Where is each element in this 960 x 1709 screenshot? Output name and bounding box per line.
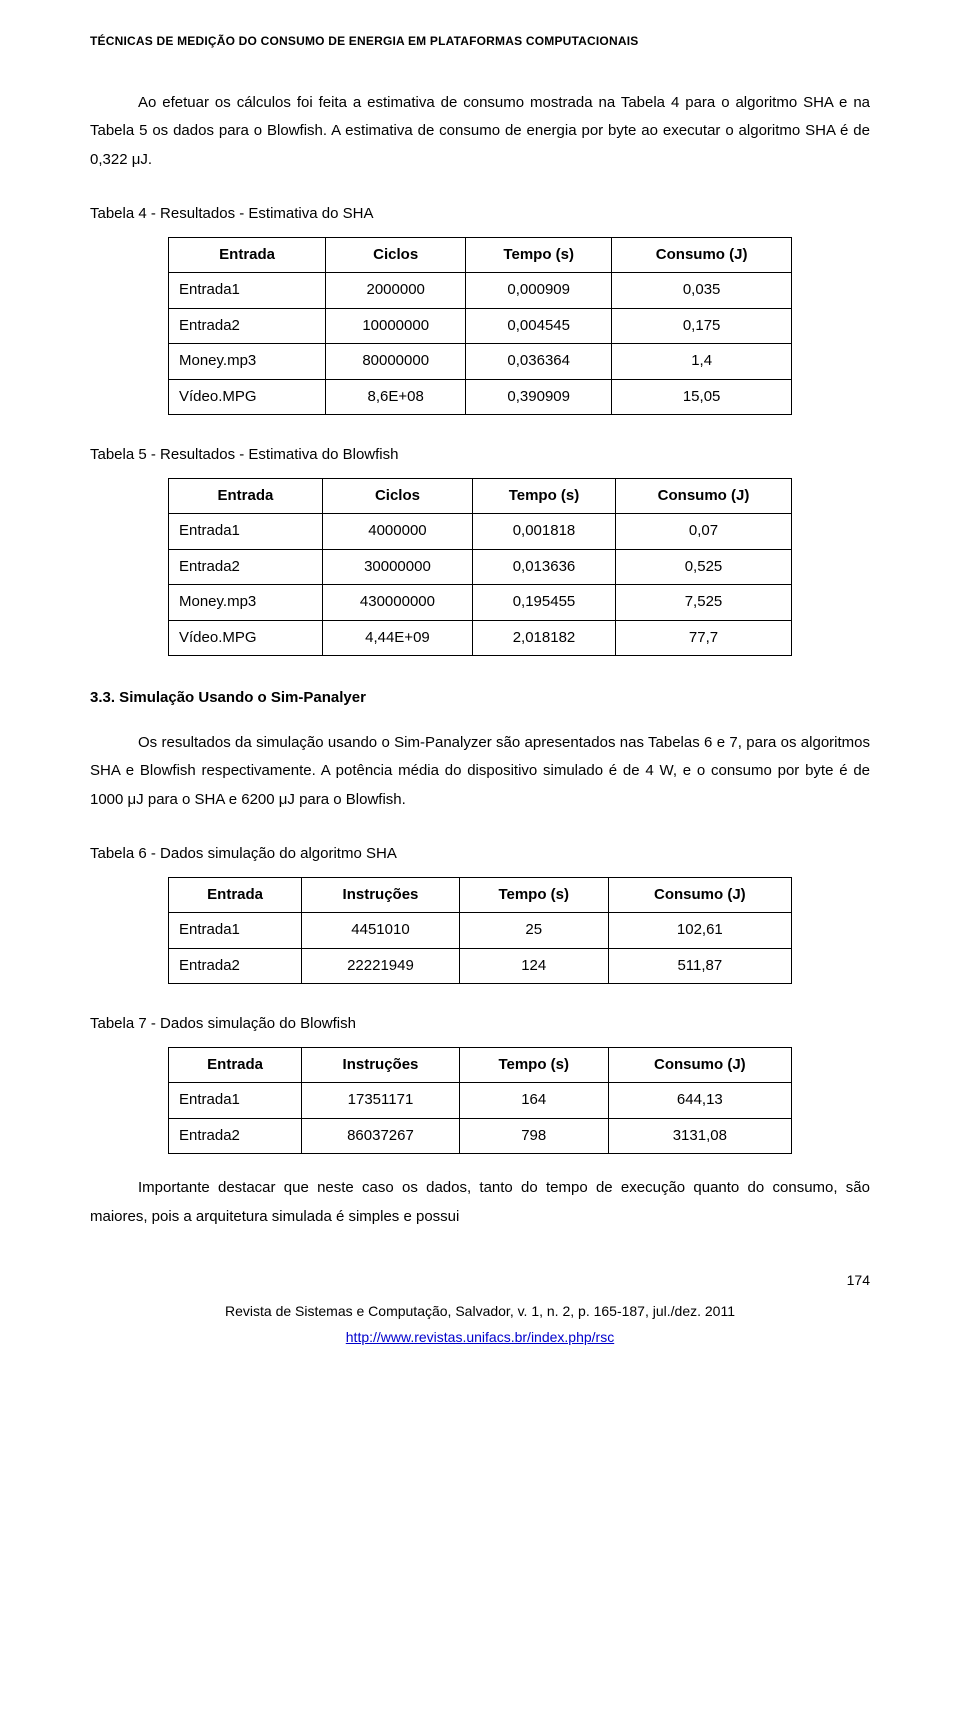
table-row: Entrada2 86037267 798 3131,08 [169,1118,792,1154]
table-cell: 7,525 [615,585,791,621]
table4-caption: Tabela 4 - Resultados - Estimativa do SH… [90,200,870,229]
table-header: Entrada [169,478,323,514]
table5-caption: Tabela 5 - Resultados - Estimativa do Bl… [90,441,870,470]
table-cell: 8,6E+08 [326,379,466,415]
table-header: Ciclos [322,478,472,514]
table6: Entrada Instruções Tempo (s) Consumo (J)… [168,877,792,985]
table-cell: 0,035 [612,273,792,309]
table-cell: 80000000 [326,344,466,380]
table-row: Entrada2 30000000 0,013636 0,525 [169,549,792,585]
table-cell: Entrada1 [169,1083,302,1119]
table6-caption: Tabela 6 - Dados simulação do algoritmo … [90,840,870,869]
table-cell: 0,000909 [466,273,612,309]
paragraph-3: Importante destacar que neste caso os da… [90,1174,870,1231]
table-cell: Entrada2 [169,549,323,585]
table-cell: 1,4 [612,344,792,380]
footer-citation: Revista de Sistemas e Computação, Salvad… [90,1298,870,1325]
footer-link[interactable]: http://www.revistas.unifacs.br/index.php… [90,1324,870,1351]
table-cell: 644,13 [608,1083,791,1119]
table-cell: Entrada2 [169,308,326,344]
table-header-row: Entrada Instruções Tempo (s) Consumo (J) [169,877,792,913]
table-cell: 77,7 [615,620,791,656]
table-row: Entrada1 4000000 0,001818 0,07 [169,514,792,550]
table-cell: 4451010 [302,913,460,949]
table-row: Entrada2 10000000 0,004545 0,175 [169,308,792,344]
table-cell: 430000000 [322,585,472,621]
table4: Entrada Ciclos Tempo (s) Consumo (J) Ent… [168,237,792,416]
table-header: Instruções [302,877,460,913]
table-cell: Entrada1 [169,913,302,949]
table-header: Consumo (J) [608,1047,791,1083]
table-row: Money.mp3 80000000 0,036364 1,4 [169,344,792,380]
table-cell: 86037267 [302,1118,460,1154]
table-header: Entrada [169,877,302,913]
table-cell: 0,036364 [466,344,612,380]
table-cell: 0,175 [612,308,792,344]
table-cell: 0,195455 [472,585,615,621]
table-header: Consumo (J) [608,877,791,913]
table-cell: 15,05 [612,379,792,415]
table-cell: 0,004545 [466,308,612,344]
table-cell: 0,525 [615,549,791,585]
table-cell: Money.mp3 [169,585,323,621]
table-cell: Entrada2 [169,948,302,984]
table-header-row: Entrada Ciclos Tempo (s) Consumo (J) [169,478,792,514]
table-cell: 30000000 [322,549,472,585]
table7: Entrada Instruções Tempo (s) Consumo (J)… [168,1047,792,1155]
table5: Entrada Ciclos Tempo (s) Consumo (J) Ent… [168,478,792,657]
table-row: Entrada1 2000000 0,000909 0,035 [169,273,792,309]
paragraph-1: Ao efetuar os cálculos foi feita a estim… [90,89,870,175]
table-header-row: Entrada Instruções Tempo (s) Consumo (J) [169,1047,792,1083]
table-header: Entrada [169,1047,302,1083]
table-row: Vídeo.MPG 4,44E+09 2,018182 77,7 [169,620,792,656]
table-header: Tempo (s) [459,1047,608,1083]
table-cell: 2,018182 [472,620,615,656]
running-head: TÉCNICAS DE MEDIÇÃO DO CONSUMO DE ENERGI… [90,30,870,53]
table-cell: 0,001818 [472,514,615,550]
table-cell: 22221949 [302,948,460,984]
paragraph-2: Os resultados da simulação usando o Sim-… [90,729,870,815]
table-cell: 25 [459,913,608,949]
table-cell: 798 [459,1118,608,1154]
table-cell: 0,013636 [472,549,615,585]
table-header: Entrada [169,237,326,273]
table-row: Entrada1 4451010 25 102,61 [169,913,792,949]
table-header: Consumo (J) [615,478,791,514]
table-header: Ciclos [326,237,466,273]
table-row: Entrada1 17351171 164 644,13 [169,1083,792,1119]
table-header-row: Entrada Ciclos Tempo (s) Consumo (J) [169,237,792,273]
table-header: Instruções [302,1047,460,1083]
table-cell: 0,07 [615,514,791,550]
page-number: 174 [90,1267,870,1294]
table-header: Tempo (s) [466,237,612,273]
table-cell: 10000000 [326,308,466,344]
table-header: Tempo (s) [472,478,615,514]
table-row: Entrada2 22221949 124 511,87 [169,948,792,984]
table-cell: Entrada1 [169,273,326,309]
table-cell: 3131,08 [608,1118,791,1154]
table-cell: Entrada1 [169,514,323,550]
table-row: Money.mp3 430000000 0,195455 7,525 [169,585,792,621]
table-cell: 4,44E+09 [322,620,472,656]
table-header: Consumo (J) [612,237,792,273]
table-header: Tempo (s) [459,877,608,913]
table-cell: Vídeo.MPG [169,379,326,415]
section-heading-3-3: 3.3. Simulação Usando o Sim-Panalyer [90,684,870,713]
table-cell: Entrada2 [169,1118,302,1154]
table-cell: 2000000 [326,273,466,309]
table-cell: 164 [459,1083,608,1119]
table-cell: 102,61 [608,913,791,949]
table-cell: 4000000 [322,514,472,550]
table-cell: 124 [459,948,608,984]
table-cell: Vídeo.MPG [169,620,323,656]
table-cell: 511,87 [608,948,791,984]
table-cell: Money.mp3 [169,344,326,380]
table-row: Vídeo.MPG 8,6E+08 0,390909 15,05 [169,379,792,415]
table-cell: 0,390909 [466,379,612,415]
table-cell: 17351171 [302,1083,460,1119]
table7-caption: Tabela 7 - Dados simulação do Blowfish [90,1010,870,1039]
